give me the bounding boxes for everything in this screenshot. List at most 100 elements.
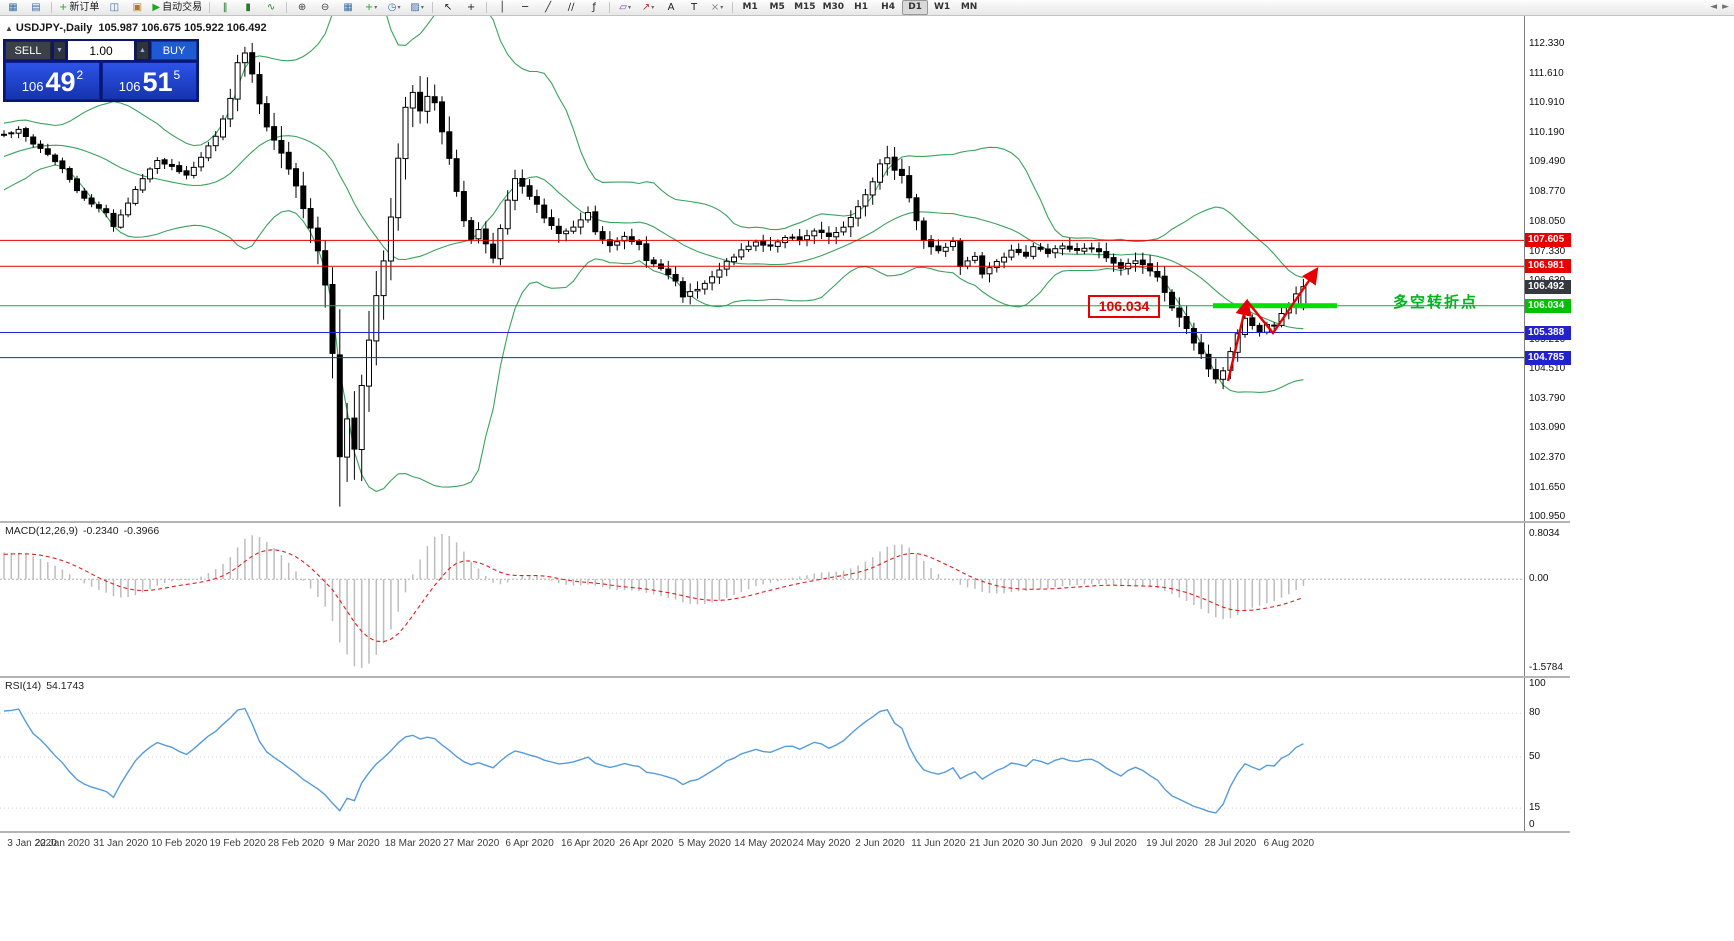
profiles-icon[interactable]: ▤ [25,0,47,15]
date-axis-label: 21 Jun 2020 [969,838,1025,849]
rsi-line [3,707,1304,814]
turning-point-annotation[interactable]: 多空转折点 [1393,294,1479,311]
icon-glyph: ⊖ [320,1,330,13]
date-axis-label: 28 Feb 2020 [267,838,325,849]
delete-objects-icon[interactable]: × ▾ [706,0,728,15]
chevron-down-icon[interactable]: ▾ [627,3,631,11]
trend-arrow-up-2[interactable] [1246,267,1319,336]
indicators-icon[interactable]: + ▾ [360,0,382,15]
turning-point-level-segment[interactable] [1213,303,1337,309]
timeframe-button-m15[interactable]: M15 [794,2,816,12]
price-axis-label: 108.050 [1529,215,1566,227]
macd-axis-label: 0.8034 [1529,528,1560,539]
sell-button[interactable]: SELL [5,41,51,60]
zoom-in-icon[interactable]: ⊕ [291,0,313,15]
templates-icon[interactable]: ▨ ▾ [406,0,428,15]
volume-increase-button[interactable]: ▲ [136,41,149,60]
timeframe-button-w1[interactable]: W1 [933,2,951,12]
timeframe-button-h1[interactable]: H1 [854,2,868,12]
zoom-out-icon[interactable]: ⊖ [314,0,336,15]
bar-chart-icon[interactable]: ‖ [214,0,236,15]
button-label: 自动交易 [162,1,203,13]
line-chart-icon[interactable]: ∿ [260,0,282,15]
chevron-down-icon[interactable]: ▾ [720,3,724,11]
date-axis-label: 22 Jan 2020 [34,838,90,849]
market-depth-icon[interactable]: ◫ [103,0,125,15]
icon-glyph: × [710,1,720,13]
price-tag-resistance-lower: 106.981 [1525,259,1571,274]
icon-glyph: ▱ [619,1,627,13]
trend-arrow-up-1[interactable] [1226,298,1252,382]
new-order-button[interactable]: + 新订单 [56,0,102,15]
panel-separator[interactable] [0,521,1570,523]
buy-price-pips: 51 [142,67,173,98]
timeframe-button-h4[interactable]: H4 [881,2,895,12]
sell-price-display[interactable]: 106 49 2 [5,62,100,100]
button-label: 新订单 [69,1,100,13]
timeframe-button-m30[interactable]: M30 [822,2,845,12]
date-axis-label: 19 Jul 2020 [1146,838,1198,849]
price-axis[interactable]: 112.330 111.610 110.910 110.190 109.490 108.7… [1524,16,1571,522]
macd-signal-value: -0.3966 [123,525,160,537]
date-axis-label: 2 Jun 2020 [855,838,905,849]
chevron-down-icon[interactable]: ▾ [374,3,378,11]
toolbar-overflow-right-icon[interactable]: ► [1722,2,1729,12]
arrows-icon[interactable]: ↗ ▾ [637,0,659,15]
horizontal-line-icon[interactable]: ─ [514,0,536,15]
date-axis-label: 24 May 2020 [792,838,851,849]
buy-button[interactable]: BUY [151,41,197,60]
candlestick-chart-icon[interactable]: ▮ [237,0,259,15]
chevron-down-icon[interactable]: ▾ [651,3,655,11]
timeframe-button-m5[interactable]: M5 [769,2,785,12]
fibonacci-icon[interactable]: ƒ [583,0,605,15]
vertical-line-icon[interactable]: │ [491,0,513,15]
toolbar-separator [432,2,434,13]
panel-separator[interactable] [0,676,1570,678]
timeframe-button-d1[interactable]: D1 [902,0,929,15]
icon-glyph: T [691,1,698,13]
channel-icon[interactable]: ∕∕ [560,0,582,15]
mailbox-icon[interactable]: ▣ [126,0,148,15]
rsi-label: RSI(14) 54.1743 [5,680,84,692]
icon-glyph: ↖ [443,1,453,13]
chart-expand-icon[interactable]: ▲ [5,24,13,33]
crosshair-icon[interactable]: + [460,0,482,15]
bollinger-lower-band [3,164,1304,493]
date-axis-label: 10 Feb 2020 [151,838,208,849]
volume-decrease-button[interactable]: ▼ [53,41,66,60]
icon-glyph: ▶ [152,1,161,13]
time-axis[interactable]: 3 Jan 2020 22 Jan 2020 31 Jan 2020 10 Feb 2… [0,831,1570,852]
toolbar-overflow-left-icon[interactable]: ◄ [1710,2,1718,12]
price-annotation-box[interactable]: 106.034 [1088,295,1160,318]
rsi-panel[interactable]: RSI(14) 54.1743 [0,678,1524,831]
rsi-axis: 100 80 50 15 0 [1524,678,1570,831]
chevron-down-icon[interactable]: ▾ [397,3,401,11]
buy-price-display[interactable]: 106 51 5 [102,62,197,100]
periods-icon[interactable]: ◷ ▾ [383,0,405,15]
macd-panel[interactable]: MACD(12,26,9) -0.2340 -0.3966 [0,523,1524,676]
main-price-chart[interactable]: ▲ USDJPY-,Daily 105.987 106.675 105.922 10… [0,16,1524,521]
price-axis-label: 103.790 [1529,392,1566,404]
volume-input[interactable]: 1.00 [68,41,134,60]
icon-glyph: ▤ [31,1,41,13]
sell-price-pips: 49 [45,67,76,98]
date-axis-label: 11 Jun 2020 [911,838,966,849]
timeframe-button-mn[interactable]: MN [960,2,978,12]
shapes-icon[interactable]: ▱ ▾ [614,0,636,15]
chevron-down-icon[interactable]: ▾ [420,3,424,11]
text-label-icon[interactable]: T [683,0,705,15]
trendline-icon[interactable]: ╱ [537,0,559,15]
date-axis-label: 28 Jul 2020 [1204,838,1257,849]
tile-windows-icon[interactable]: ▦ [337,0,359,15]
icon-glyph: A [667,1,675,13]
icon-glyph: ↗ [641,1,651,13]
autotrading-button[interactable]: ▶ 自动交易 [149,0,205,15]
date-axis-label: 27 Mar 2020 [443,838,500,849]
new-chart-icon[interactable]: ▦ [2,0,24,15]
date-axis-label: 9 Mar 2020 [329,838,380,849]
chart-window: ▲ USDJPY-,Daily 105.987 106.675 105.922 10… [0,16,1571,852]
cursor-icon[interactable]: ↖ [437,0,459,15]
text-icon[interactable]: A [660,0,682,15]
timeframe-button-m1[interactable]: M1 [742,2,758,12]
macd-signal-line [3,549,1304,643]
